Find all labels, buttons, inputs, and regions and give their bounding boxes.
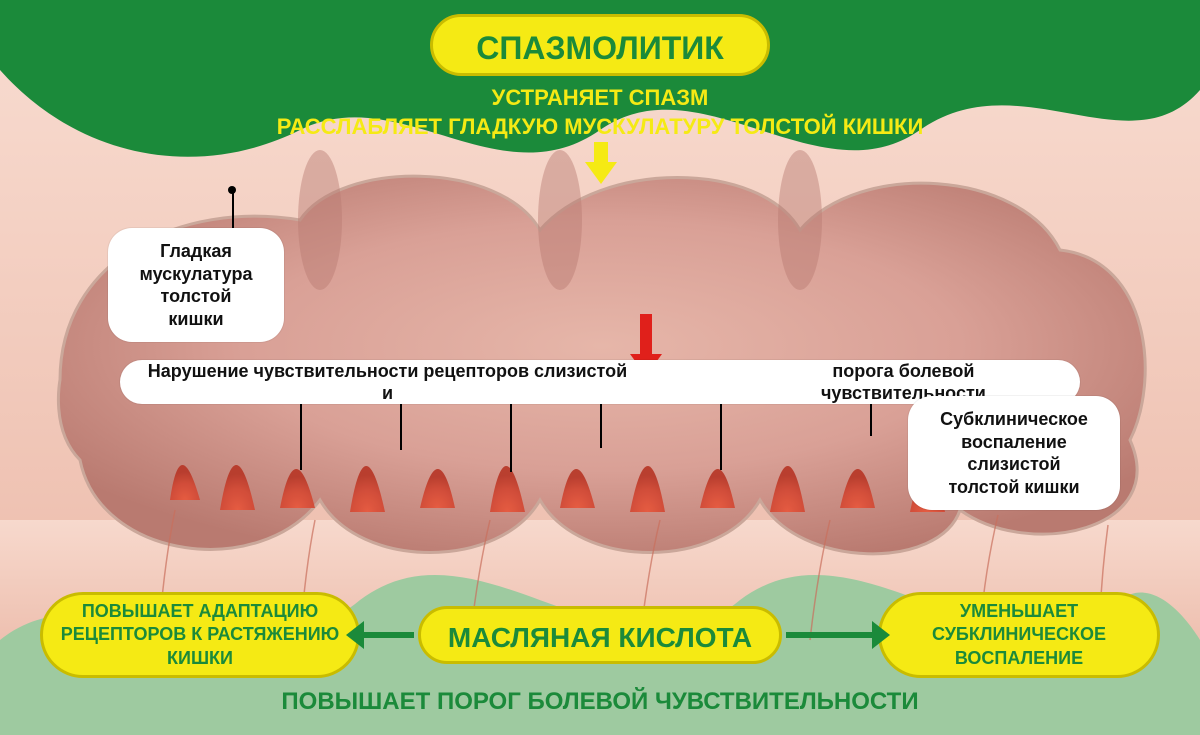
leader-mucosa-6 <box>870 404 872 436</box>
top-arrow-stem <box>594 142 608 164</box>
label-inflammation-text: Субклиническое воспаление слизистой толс… <box>928 408 1100 498</box>
leader-mucosa-3 <box>510 404 512 472</box>
leader-mucosa-4 <box>600 404 602 448</box>
bottom-arrow-left <box>362 632 414 638</box>
bottom-center-pill: МАСЛЯНАЯ КИСЛОТА <box>418 606 782 664</box>
center-bar-left: Нарушение чувствительности рецепторов сл… <box>142 360 633 405</box>
center-red-arrow-stem <box>640 314 652 356</box>
bottom-center-pill-text: МАСЛЯНАЯ КИСЛОТА <box>448 622 752 653</box>
label-smooth-muscle: Гладкая мускулатура толстой кишки <box>108 228 284 342</box>
bottom-left-pill-text: ПОВЫШАЕТ АДАПТАЦИЮ РЕЦЕПТОРОВ К РАСТЯЖЕН… <box>61 600 339 670</box>
infographic-stage: СПАЗМОЛИТИК УСТРАНЯЕТ СПАЗМ РАССЛАБЛЯЕТ … <box>0 0 1200 735</box>
bottom-right-pill: УМЕНЬШАЕТ СУБКЛИНИЧЕСКОЕ ВОСПАЛЕНИЕ <box>878 592 1160 678</box>
top-subtitle-line1: УСТРАНЯЕТ СПАЗМ <box>0 84 1200 113</box>
leader-mucosa-5 <box>720 404 722 470</box>
leader-dot-smooth-muscle <box>228 186 236 194</box>
top-subtitle: УСТРАНЯЕТ СПАЗМ РАССЛАБЛЯЕТ ГЛАДКУЮ МУСК… <box>0 84 1200 141</box>
leader-mucosa-2 <box>400 404 402 450</box>
leader-smooth-muscle <box>232 190 234 228</box>
bottom-right-pill-text: УМЕНЬШАЕТ СУБКЛИНИЧЕСКОЕ ВОСПАЛЕНИЕ <box>932 600 1106 670</box>
leader-mucosa-1 <box>300 404 302 470</box>
top-pill-spasmolytic: СПАЗМОЛИТИК <box>430 14 770 76</box>
top-arrow-head <box>585 162 617 184</box>
bottom-arrow-right <box>786 632 874 638</box>
top-pill-text: СПАЗМОЛИТИК <box>476 30 724 66</box>
label-inflammation: Субклиническое воспаление слизистой толс… <box>908 396 1120 510</box>
top-subtitle-line2: РАССЛАБЛЯЕТ ГЛАДКУЮ МУСКУЛАТУРУ ТОЛСТОЙ … <box>0 113 1200 142</box>
footer-text: ПОВЫШАЕТ ПОРОГ БОЛЕВОЙ ЧУВСТВИТЕЛЬНОСТИ <box>0 688 1200 716</box>
footer-text-content: ПОВЫШАЕТ ПОРОГ БОЛЕВОЙ ЧУВСТВИТЕЛЬНОСТИ <box>281 688 918 715</box>
label-smooth-muscle-text: Гладкая мускулатура толстой кишки <box>128 240 264 330</box>
bottom-left-pill: ПОВЫШАЕТ АДАПТАЦИЮ РЕЦЕПТОРОВ К РАСТЯЖЕН… <box>40 592 360 678</box>
